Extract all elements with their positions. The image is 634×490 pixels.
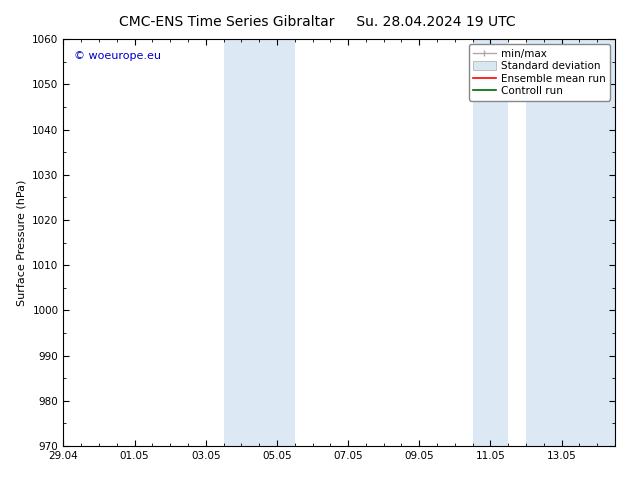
- Legend: min/max, Standard deviation, Ensemble mean run, Controll run: min/max, Standard deviation, Ensemble me…: [469, 45, 610, 100]
- Y-axis label: Surface Pressure (hPa): Surface Pressure (hPa): [16, 179, 27, 306]
- Bar: [526, 39, 615, 446]
- Bar: [472, 39, 508, 446]
- Text: CMC-ENS Time Series Gibraltar     Su. 28.04.2024 19 UTC: CMC-ENS Time Series Gibraltar Su. 28.04.…: [119, 15, 515, 29]
- Bar: [224, 39, 295, 446]
- Text: © woeurope.eu: © woeurope.eu: [74, 51, 162, 61]
